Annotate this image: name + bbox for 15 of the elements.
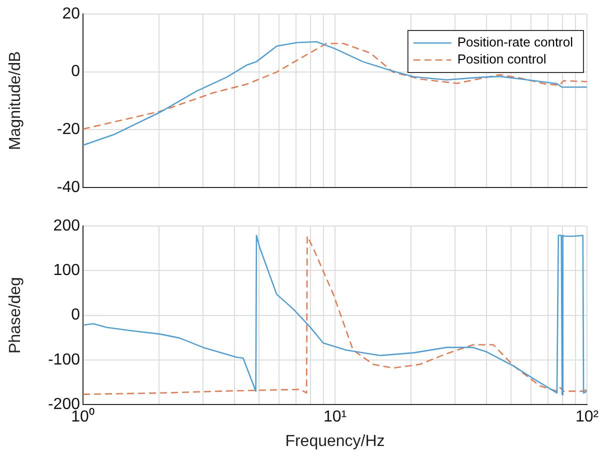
legend-label: Position control bbox=[457, 52, 546, 67]
y-axis-title: Phase/deg bbox=[7, 277, 24, 354]
y-tick-label: 0 bbox=[71, 63, 80, 80]
y-tick-label: 20 bbox=[62, 5, 80, 22]
y-tick-label: 200 bbox=[53, 217, 80, 234]
y-axis-title: Magnitude/dB bbox=[7, 51, 24, 150]
y-tick-label: -40 bbox=[56, 178, 80, 196]
x-axis-title: Frequency/Hz bbox=[285, 432, 385, 450]
y-tick-label: -20 bbox=[56, 121, 80, 138]
y-tick-label: 100 bbox=[53, 262, 80, 280]
x-tick-label: 10¹ bbox=[323, 408, 347, 426]
x-tick-label: 10² bbox=[575, 408, 600, 426]
y-tick-label: 0 bbox=[71, 306, 80, 324]
y-tick-label: -100 bbox=[48, 351, 80, 368]
legend-label: Position-rate control bbox=[457, 34, 574, 50]
